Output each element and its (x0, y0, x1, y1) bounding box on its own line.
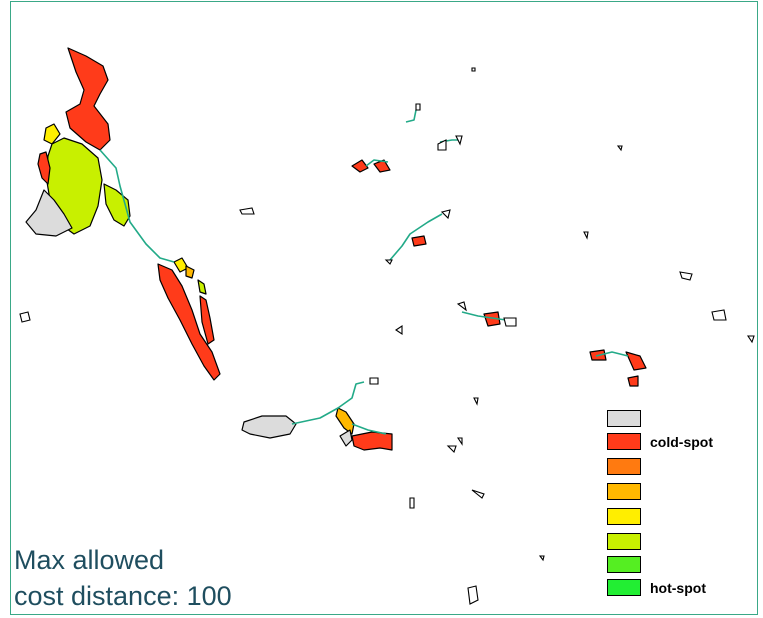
patch-outline-14 (711, 309, 727, 321)
patch-cold-thin (199, 295, 215, 345)
patch-outline-6 (239, 207, 255, 215)
patch-outline-20 (446, 445, 457, 454)
patch-cold-cluster-c (411, 235, 427, 247)
path-cluster-c (389, 213, 443, 261)
patch-outline-21 (409, 497, 415, 509)
patch-outline-19 (456, 437, 463, 446)
patch-outline-9 (583, 231, 589, 240)
patch-outline-18 (473, 397, 479, 406)
patch-grey-south (241, 415, 297, 439)
patch-outline-24 (467, 585, 479, 605)
patch-outline-17 (369, 377, 379, 385)
legend-swatch-1 (607, 433, 641, 450)
patch-outline-23 (538, 555, 545, 562)
path-cluster-a (365, 159, 389, 167)
patch-grey-south2 (339, 429, 353, 447)
path-south (291, 381, 365, 425)
patch-outline-15 (395, 324, 403, 336)
caption-line-2: cost distance: 100 (14, 581, 232, 611)
patch-cold-cluster-d (483, 311, 501, 327)
path-top2 (405, 109, 417, 123)
legend-swatch-7 (607, 579, 641, 596)
path-nw-se (99, 149, 175, 263)
patch-yellow-nw (43, 123, 61, 145)
patch-outline-7 (384, 259, 393, 265)
patch-outline-10 (679, 271, 693, 281)
legend-swatch-2 (607, 458, 641, 475)
path-cluster-d (461, 311, 507, 321)
legend-label-hot-spot: hot-spot (650, 580, 706, 596)
patch-outline-5 (616, 145, 623, 152)
patch-outline-12 (456, 301, 467, 312)
legend-swatch-0 (607, 410, 641, 427)
legend-swatch-5 (607, 533, 641, 550)
patch-cold-cluster-g (627, 375, 639, 387)
patch-cold-south (351, 431, 393, 451)
patch-outline-22 (471, 489, 485, 499)
patch-outline-8 (440, 209, 451, 220)
patch-outline-13 (503, 317, 517, 327)
patch-cold-north (65, 47, 111, 151)
patch-outline-4 (455, 135, 463, 146)
patch-cold-cluster-f (625, 351, 647, 371)
patch-outline-1 (471, 67, 476, 72)
patch-outline-2 (415, 103, 421, 111)
patch-orange-small (185, 265, 195, 279)
legend-swatch-6 (607, 556, 641, 573)
patch-orange-south (335, 407, 355, 435)
patch-outline-11 (19, 311, 31, 323)
legend-swatch-3 (607, 483, 641, 500)
patch-cold-west (37, 151, 51, 185)
caption-line-1: Max allowed (14, 545, 165, 575)
path-south2 (351, 423, 387, 435)
path-cluster-ef (595, 351, 629, 357)
patch-grey-west (25, 189, 73, 237)
patch-outline-16 (746, 335, 755, 344)
legend-swatch-4 (607, 508, 641, 525)
patch-lime-strip (103, 183, 131, 227)
legend-label-cold-spot: cold-spot (650, 434, 713, 450)
patch-cold-cluster-a (351, 159, 369, 173)
patch-outline-3 (437, 139, 447, 151)
patch-lime-small (197, 279, 207, 295)
patch-cold-long (157, 263, 221, 381)
